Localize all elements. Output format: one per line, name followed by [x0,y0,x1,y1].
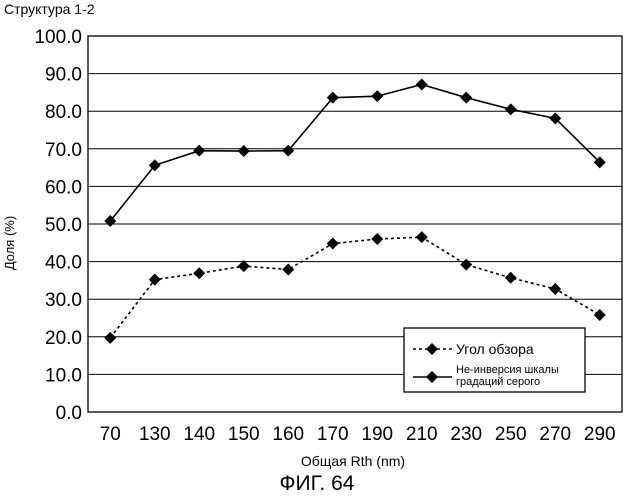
x-axis-label: Общая Rth (nm) [301,453,405,469]
data-point-marker [326,91,339,104]
y-tick-label: 20.0 [45,328,82,349]
x-tick-label: 150 [228,424,260,445]
data-point-marker [460,258,473,271]
x-tick-label: 230 [450,424,482,445]
data-point-marker [415,231,428,244]
data-point-marker [415,78,428,91]
series-line-1 [109,83,601,222]
data-point-marker [593,308,606,321]
y-tick-label: 40.0 [45,253,82,274]
data-point-marker [193,267,206,280]
data-point-marker [371,90,384,103]
data-series [104,78,606,344]
y-tick-label: 0.0 [56,403,82,424]
plot-area-frame [87,35,623,413]
legend-box [403,327,586,393]
x-tick-label: 210 [406,424,438,445]
data-point-marker [549,283,562,296]
y-tick-label: 60.0 [45,177,82,198]
data-point-marker [237,260,250,273]
y-tick-label: 80.0 [45,102,82,123]
x-tick-label: 130 [139,424,171,445]
x-tick-label: 270 [539,424,571,445]
x-tick-label: 70 [100,424,121,445]
x-tick-label: 160 [272,424,304,445]
figure-caption: ФИГ. 64 [279,472,355,495]
y-tick-label: 30.0 [45,290,82,311]
data-point-marker [460,91,473,104]
line-chart: 0.0 10.0 20.0 30.0 40.0 50.0 60.0 70.0 80.0 90.0 1… [2,27,623,469]
structure-heading: Структура 1-2 [4,1,95,17]
y-tick-label: 100.0 [34,27,82,48]
data-point-marker [371,233,384,246]
data-point-marker [104,214,117,227]
data-point-marker [148,159,161,172]
data-point-marker [504,103,517,116]
x-tick-label: 140 [183,424,215,445]
legend-marker-grayscale-non-inversion [426,371,438,383]
data-point-marker [237,145,250,158]
data-point-marker [148,273,161,286]
data-point-marker [549,112,562,125]
data-point-marker [193,144,206,157]
x-tick-label: 170 [317,424,349,445]
y-tick-label: 70.0 [45,140,82,161]
y-axis-label: Доля (%) [2,216,17,270]
legend: Угол обзора Не-инверсия шкалы градаций с… [403,327,586,393]
y-axis-tick-labels: 0.0 10.0 20.0 30.0 40.0 50.0 60.0 70.0 80.0 90.0 1… [34,27,82,424]
y-tick-label: 50.0 [45,215,82,236]
data-point-marker [104,331,117,344]
legend-marker-viewing-angle [426,343,438,355]
x-tick-label: 250 [495,424,527,445]
grid-lines [88,73,622,375]
data-point-marker [282,144,295,157]
legend-label-viewing-angle: Угол обзора [456,341,534,357]
legend-label-line-1: Не-инверсия шкалы [456,364,559,376]
x-axis-tick-labels: 70 130 140 150 160 170 190 210 230 250 270 290 [100,424,616,445]
series-line-0 [109,236,601,339]
x-tick-label: 190 [361,424,393,445]
data-point-marker [593,156,606,169]
data-point-marker [504,271,517,284]
x-tick-label: 290 [584,424,616,445]
y-tick-label: 90.0 [45,65,82,86]
legend-label-grayscale-non-inversion: Не-инверсия шкалы градаций серого [456,364,562,388]
legend-label-line-2: градаций серого [456,376,540,388]
data-point-marker [282,263,295,276]
y-tick-label: 10.0 [45,365,82,386]
data-point-marker [326,237,339,250]
